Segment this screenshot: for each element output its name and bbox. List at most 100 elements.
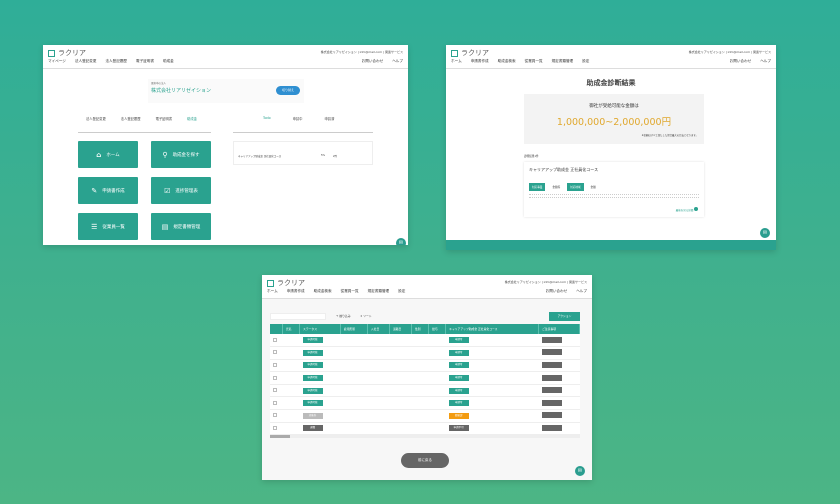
nav-item[interactable]: 設定 bbox=[582, 59, 590, 63]
back-button[interactable]: 前に戻る bbox=[401, 453, 449, 468]
note-cell bbox=[538, 409, 580, 423]
checkbox-cell[interactable] bbox=[270, 409, 283, 423]
tile-button[interactable]: ☑ 進捗管理表 bbox=[151, 177, 211, 204]
nav-item[interactable]: マイページ bbox=[48, 59, 66, 63]
cell bbox=[340, 371, 368, 385]
nav-item[interactable]: 助成金検索 bbox=[497, 59, 516, 63]
nav-item[interactable]: 規定書類管理 bbox=[367, 289, 390, 293]
tab[interactable]: 電子証明書 bbox=[155, 117, 173, 121]
column-header[interactable]: 雇用形態 bbox=[340, 324, 368, 334]
table-row[interactable]: 対象外 要確認 bbox=[270, 409, 580, 423]
logo[interactable]: ラクリア bbox=[451, 48, 489, 58]
table-row[interactable]: 申請可能 申請可 bbox=[270, 346, 580, 360]
nav-item[interactable]: 従業員一覧 bbox=[524, 59, 543, 63]
course-title[interactable]: キャリアアップ助成金 正社員化コース bbox=[529, 167, 599, 172]
nav-item[interactable]: 申請書作成 bbox=[470, 59, 489, 63]
chat-icon[interactable]: ✉ bbox=[575, 466, 585, 476]
nav-item[interactable]: 申請書作成 bbox=[286, 289, 305, 293]
column-header[interactable]: ステータス bbox=[299, 324, 341, 334]
column-header[interactable]: 氏名 bbox=[282, 324, 301, 334]
column-header[interactable]: 性別 bbox=[411, 324, 430, 334]
nav-item[interactable]: 法人登記変更 bbox=[74, 59, 97, 63]
cell bbox=[367, 334, 390, 348]
column-header[interactable]: 退職日 bbox=[389, 324, 413, 334]
nav-item[interactable]: ホーム bbox=[267, 289, 278, 293]
checkbox[interactable] bbox=[273, 350, 277, 355]
nav-item[interactable]: 法人登記履歴 bbox=[105, 59, 128, 63]
company-card: 選択中の法人 株式会社リアリゼイション 切り替え bbox=[148, 79, 304, 103]
nav-item[interactable]: ヘルプ bbox=[392, 59, 403, 63]
tab[interactable]: 助成金 bbox=[187, 117, 197, 121]
nav-right: お問い合わせ ヘルプ bbox=[730, 59, 771, 64]
cell bbox=[389, 384, 412, 398]
logo[interactable]: ラクリア bbox=[267, 278, 305, 288]
nav-item[interactable]: お問い合わせ bbox=[361, 59, 384, 63]
checkbox[interactable] bbox=[273, 413, 277, 418]
nav-item[interactable]: 助成金検索 bbox=[313, 289, 332, 293]
tile-button[interactable]: ▤ 規定書類管理 bbox=[151, 213, 211, 240]
chat-icon[interactable]: ✉ bbox=[396, 238, 406, 245]
nav-item[interactable]: 規定書類管理 bbox=[551, 59, 574, 63]
table-row[interactable]: 申請可能 申請可 bbox=[270, 384, 580, 398]
tab[interactable]: 法人登記履歴 bbox=[120, 117, 141, 121]
status-badge: 申請可能 bbox=[302, 337, 323, 344]
search-input[interactable] bbox=[270, 313, 326, 320]
checkbox[interactable] bbox=[273, 362, 277, 367]
nav-item[interactable]: 設定 bbox=[398, 289, 406, 293]
checkbox-cell[interactable] bbox=[270, 359, 283, 373]
more-link[interactable]: 最後を見る詳細 bbox=[676, 207, 698, 212]
tile-button[interactable]: ☰ 従業員一覧 bbox=[78, 213, 138, 240]
checkbox[interactable] bbox=[273, 400, 277, 405]
nav-item[interactable]: ホーム bbox=[451, 59, 462, 63]
cell bbox=[428, 359, 446, 373]
logo[interactable]: ラクリア bbox=[48, 48, 86, 58]
horizontal-scrollbar[interactable] bbox=[270, 435, 580, 439]
todo-row[interactable]: キャリアアップ助成金 正社員化コース 5% 2件 bbox=[238, 154, 338, 158]
filter-button[interactable]: ⊤ 絞り込み bbox=[336, 314, 351, 318]
list-icon: ☰ bbox=[91, 222, 98, 231]
cell bbox=[428, 396, 446, 411]
nav-item[interactable]: 助成金 bbox=[163, 59, 174, 63]
tab[interactable]: Todo bbox=[263, 116, 271, 120]
checkbox-cell[interactable] bbox=[270, 396, 283, 411]
checkbox-cell[interactable] bbox=[270, 371, 283, 385]
checkbox[interactable] bbox=[273, 425, 277, 430]
table-row[interactable]: 申請可能 申請可 bbox=[270, 371, 580, 385]
checkbox[interactable] bbox=[273, 375, 277, 380]
nav-item[interactable]: お問い合わせ bbox=[545, 289, 568, 293]
checkbox-cell[interactable] bbox=[270, 346, 283, 360]
table-row[interactable]: 退職 申請不可 bbox=[270, 422, 580, 436]
checkbox[interactable] bbox=[273, 337, 277, 342]
nav-right: お問い合わせ ヘルプ bbox=[362, 59, 403, 64]
checkbox-cell[interactable] bbox=[270, 422, 283, 436]
note-cell bbox=[538, 384, 580, 398]
checkbox[interactable] bbox=[273, 388, 277, 393]
nav-item[interactable]: お問い合わせ bbox=[729, 59, 752, 63]
checkbox-cell[interactable] bbox=[270, 334, 283, 348]
tile-label: 規定書類管理 bbox=[173, 224, 201, 230]
tab[interactable]: 申請済 bbox=[324, 117, 335, 121]
column-header[interactable] bbox=[270, 324, 283, 334]
nav-item[interactable]: ヘルプ bbox=[576, 289, 587, 293]
nav-item[interactable]: ヘルプ bbox=[760, 59, 771, 63]
nav-item[interactable]: 電子証明書 bbox=[136, 59, 154, 63]
column-header[interactable]: 入社日 bbox=[367, 324, 390, 334]
sort-button[interactable]: ↕ ソート bbox=[360, 314, 372, 318]
column-header[interactable]: 給与 bbox=[428, 324, 447, 334]
column-header[interactable]: ご注意事項 bbox=[538, 324, 580, 334]
table-row[interactable]: 申請可能 申請可 bbox=[270, 334, 580, 348]
table-row[interactable]: 申請可能 申請可 bbox=[270, 359, 580, 373]
chat-icon[interactable]: ✉ bbox=[760, 228, 770, 238]
switch-button[interactable]: 切り替え bbox=[276, 86, 300, 95]
tile-button[interactable]: ⌂ ホーム bbox=[78, 141, 138, 168]
tab[interactable]: 申請中 bbox=[292, 117, 303, 121]
table-row[interactable]: 申請可能 申請可 bbox=[270, 396, 580, 411]
tile-button[interactable]: ⚲ 助成金を探す bbox=[151, 141, 211, 168]
tab[interactable]: 法人登記変更 bbox=[86, 117, 106, 121]
checkbox-cell[interactable] bbox=[270, 384, 283, 398]
action-button[interactable]: アクション bbox=[549, 312, 580, 321]
course-cell: 申請可 bbox=[445, 384, 539, 398]
column-header[interactable]: キャリアアップ助成金 正社員化コース bbox=[445, 324, 540, 334]
tile-button[interactable]: ✎ 申請書作成 bbox=[78, 177, 138, 204]
nav-item[interactable]: 従業員一覧 bbox=[340, 289, 359, 293]
